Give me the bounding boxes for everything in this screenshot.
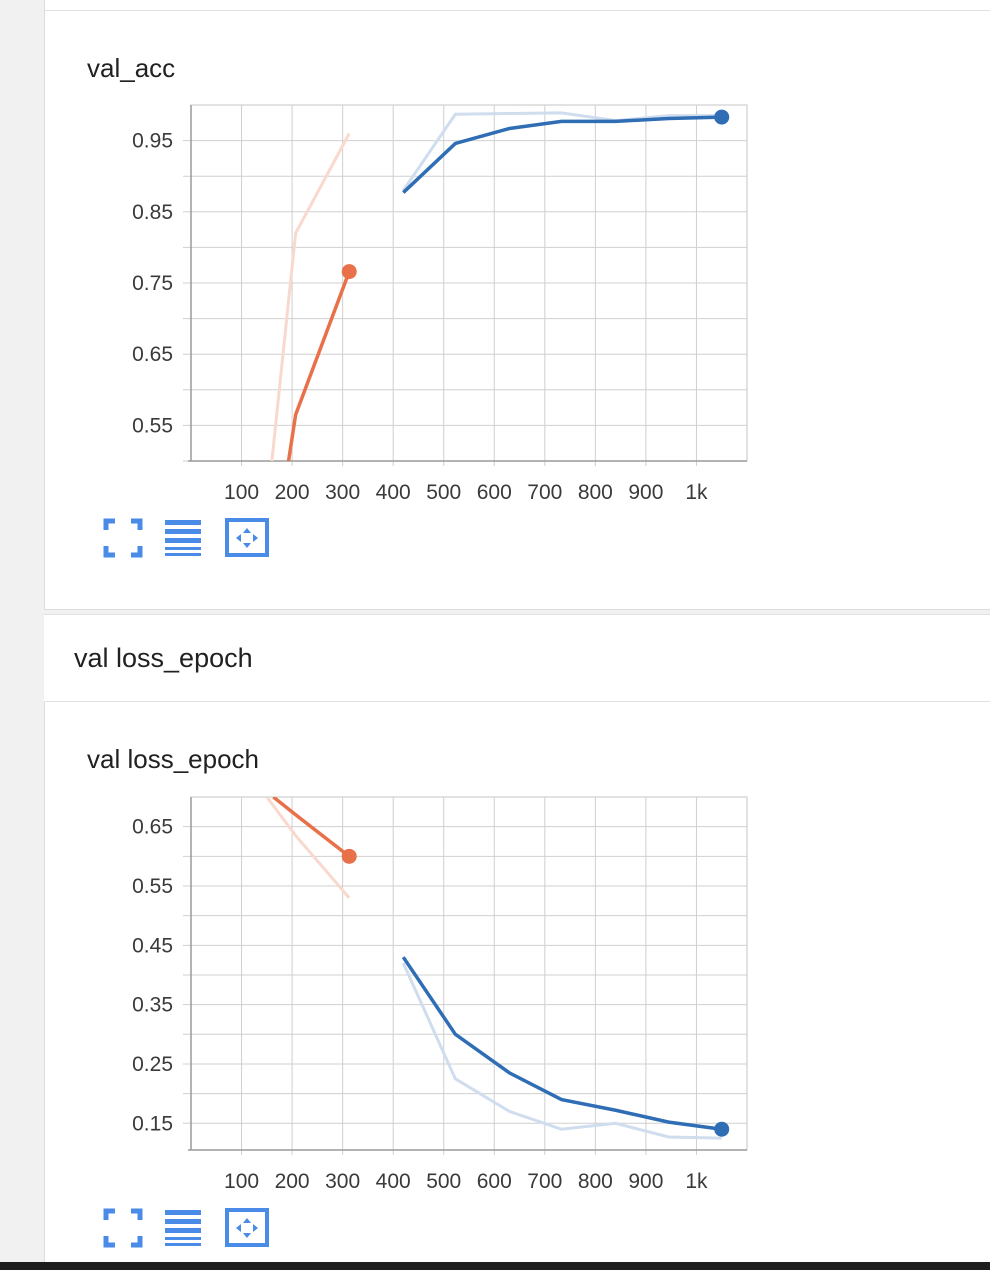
y-tick-label: 0.75: [132, 272, 173, 295]
chart-val-acc[interactable]: 0.55 0.65 0.75 0.85 0.95 100 200 300 400 500 600 70…: [45, 0, 990, 609]
chart-title: val_acc: [87, 53, 176, 83]
chart-val-loss-epoch[interactable]: 0.15 0.25 0.35 0.45 0.55 0.65 100 200 300 400 500 6…: [45, 702, 990, 1262]
x-tick-label: 800: [578, 481, 613, 504]
x-tick-label: 200: [275, 481, 310, 504]
x-tick-label: 1k: [685, 481, 708, 504]
fullscreen-icon[interactable]: [103, 518, 143, 558]
x-tick-label: 500: [426, 481, 461, 504]
card-top-divider: [45, 10, 990, 11]
x-tick-label: 300: [325, 481, 360, 504]
y-tick-label: 0.55: [132, 414, 173, 437]
series-end-marker: [341, 264, 357, 280]
series-smoothed-line: [402, 115, 722, 194]
y-tick-label: 0.65: [132, 816, 173, 839]
series-end-marker: [714, 1121, 730, 1137]
series-raw-line: [265, 797, 351, 899]
x-tick-label: 500: [426, 1170, 461, 1193]
chart-card-val-acc: val_acc 0.55 0.65 0.75 0.85 0.95 100 200 300 400…: [44, 0, 990, 610]
chart-toolbar: [103, 1208, 283, 1248]
series-end-marker: [341, 848, 357, 864]
fit-domain-icon[interactable]: [225, 1208, 269, 1248]
x-tick-label: 300: [325, 1170, 360, 1193]
fit-domain-icon[interactable]: [225, 518, 269, 558]
section-title: val loss_epoch: [74, 643, 253, 673]
y-tick-label: 0.95: [132, 130, 173, 153]
x-tick-label: 400: [376, 1170, 411, 1193]
y-tick-label: 0.25: [132, 1053, 173, 1076]
x-tick-label: 800: [578, 1170, 613, 1193]
series-smoothed-line: [401, 956, 722, 1131]
y-tick-label: 0.45: [132, 934, 173, 957]
bottom-bar: [0, 1262, 990, 1270]
x-tick-label: 700: [527, 481, 562, 504]
y-tick-label: 0.55: [132, 875, 173, 898]
section-header[interactable]: val loss_epoch: [44, 614, 990, 702]
plot-area: [190, 796, 748, 1151]
x-tick-label: 100: [224, 481, 259, 504]
y-tick-label: 0.15: [132, 1112, 173, 1135]
x-tick-label: 600: [477, 1170, 512, 1193]
data-table-icon[interactable]: [163, 518, 203, 558]
x-tick-label: 900: [628, 481, 663, 504]
series-end-marker: [714, 109, 730, 125]
x-tick-label: 1k: [685, 1170, 708, 1193]
x-tick-label: 700: [527, 1170, 562, 1193]
chart-title: val loss_epoch: [87, 744, 259, 774]
chart-toolbar: [103, 518, 283, 558]
y-tick-label: 0.85: [132, 201, 173, 224]
x-tick-label: 900: [628, 1170, 663, 1193]
data-table-icon[interactable]: [163, 1208, 203, 1248]
series-smoothed-line: [272, 797, 351, 858]
fullscreen-icon[interactable]: [103, 1208, 143, 1248]
series-raw-line: [402, 111, 722, 192]
series-smoothed-line: [286, 270, 351, 461]
series-raw-line: [401, 962, 722, 1140]
y-tick-label: 0.65: [132, 343, 173, 366]
series-raw-line: [270, 132, 351, 461]
y-tick-label: 0.35: [132, 994, 173, 1017]
chart-card-val-loss-epoch: val loss_epoch 0.15 0.25 0.35 0.45 0.55 0.65 1…: [44, 702, 990, 1262]
x-tick-label: 100: [224, 1170, 259, 1193]
left-sidebar: [0, 0, 44, 1270]
x-tick-label: 200: [275, 1170, 310, 1193]
x-tick-label: 400: [376, 481, 411, 504]
x-tick-label: 600: [477, 481, 512, 504]
